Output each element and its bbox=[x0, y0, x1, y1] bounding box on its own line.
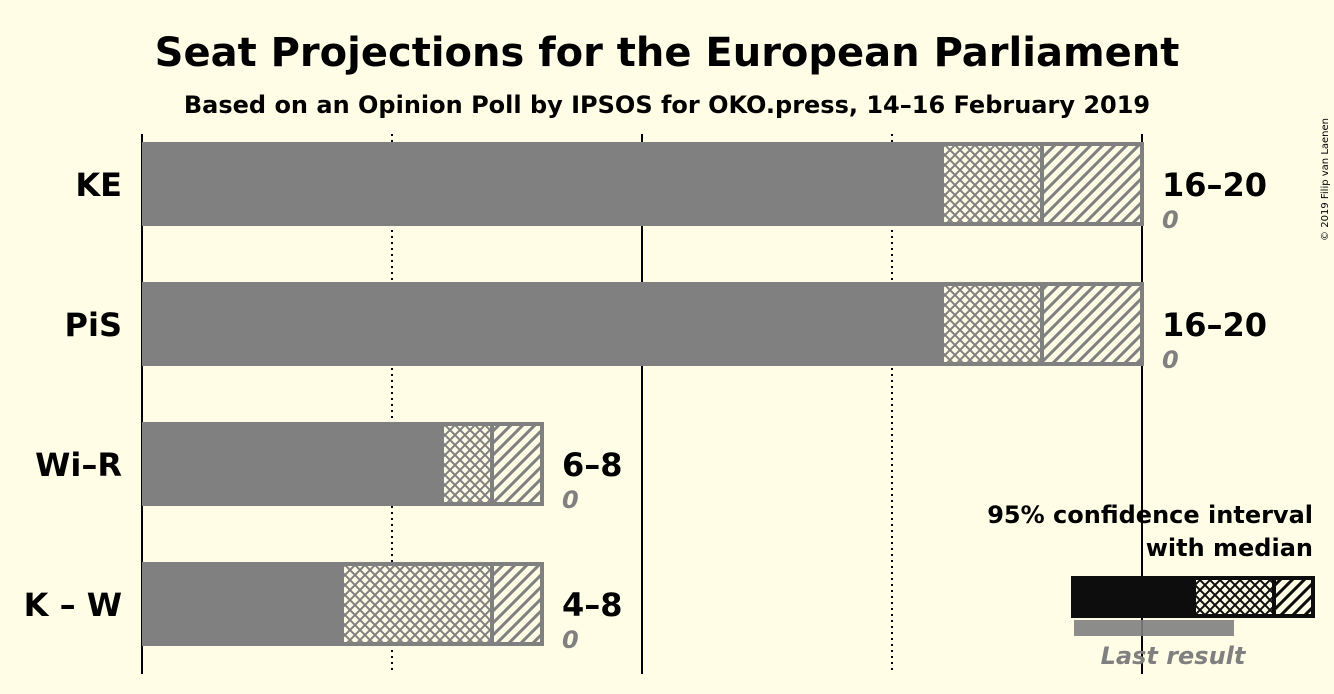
range-label: 16–20 bbox=[1162, 166, 1267, 204]
chart-subtitle: Based on an Opinion Poll by IPSOS for OK… bbox=[184, 91, 1150, 119]
legend-diagonal-bar bbox=[1272, 576, 1315, 618]
copyright-note: © 2019 Filip van Laenen bbox=[1320, 118, 1331, 241]
bar-ci-upper bbox=[1040, 142, 1144, 226]
bar-ci-upper bbox=[490, 422, 544, 506]
bar-ci-lower bbox=[940, 142, 1044, 226]
bar-ci-lower bbox=[940, 282, 1044, 366]
range-label: 6–8 bbox=[562, 446, 623, 484]
legend-line1: 95% confidence interval bbox=[987, 501, 1313, 529]
bar-solid bbox=[142, 282, 942, 366]
legend-crosshatch-bar bbox=[1192, 576, 1276, 618]
legend-solid-bar bbox=[1071, 576, 1194, 618]
bar-ci-lower bbox=[340, 562, 494, 646]
last-result-label: 0 bbox=[562, 626, 579, 654]
category-label: Wi–R bbox=[35, 446, 122, 484]
bar-group-0: KE 16–200 bbox=[75, 142, 1267, 234]
bar-group-1: PiS 16–200 bbox=[65, 282, 1267, 374]
legend-line2: with median bbox=[1146, 534, 1313, 562]
bar-group-2: Wi–R 6–80 bbox=[35, 422, 623, 514]
last-result-label: 0 bbox=[562, 486, 579, 514]
category-label: K – W bbox=[24, 586, 122, 624]
bar-solid bbox=[142, 422, 442, 506]
bar-ci-lower bbox=[440, 422, 494, 506]
chart-title: Seat Projections for the European Parlia… bbox=[155, 30, 1180, 76]
legend: 95% confidence interval with median Last… bbox=[987, 501, 1315, 670]
bar-solid bbox=[142, 142, 942, 226]
bar-solid bbox=[142, 562, 342, 646]
legend-last-result-bar bbox=[1074, 620, 1234, 636]
range-label: 16–20 bbox=[1162, 306, 1267, 344]
category-label: KE bbox=[75, 166, 122, 204]
category-label: PiS bbox=[65, 306, 122, 344]
bar-group-3: K – W 4–80 bbox=[24, 562, 623, 654]
bar-ci-upper bbox=[1040, 282, 1144, 366]
last-result-label: 0 bbox=[1162, 206, 1179, 234]
last-result-label: 0 bbox=[1162, 346, 1179, 374]
range-label: 4–8 bbox=[562, 586, 623, 624]
legend-last-result-label: Last result bbox=[1101, 642, 1247, 670]
bar-ci-upper bbox=[490, 562, 544, 646]
